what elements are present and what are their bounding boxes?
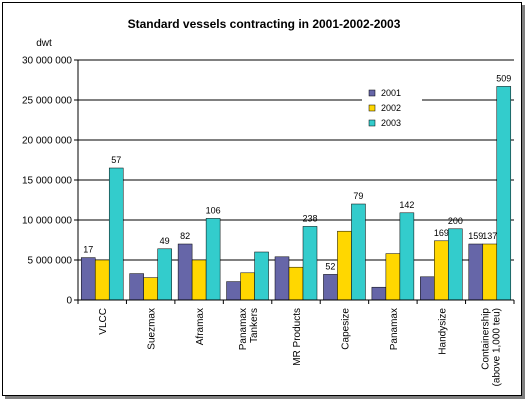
legend-swatch [368,89,376,97]
bar [80,257,96,301]
data-label: 142 [399,200,414,210]
bar [157,248,172,301]
bar [302,226,318,301]
bar [143,277,158,301]
bar [337,230,352,301]
x-tick-label: Containership [480,308,491,370]
legend-label: 2002 [381,103,401,113]
bars [80,86,512,301]
x-tick-label: Suezmax [147,308,158,350]
bar [108,167,124,301]
bar [254,251,269,301]
bar [399,212,415,301]
data-label: 159 [468,231,483,241]
y-axis-label: dwt [36,38,52,49]
x-tick-label: Capesize [340,308,351,350]
gridlines [78,59,514,261]
bar [177,243,193,301]
data-label: 169 [434,228,449,238]
legend-label: 2001 [381,88,401,98]
x-tick-label: Aframax [195,308,206,345]
x-tick-label: VLCC [98,308,109,335]
bar [94,259,110,301]
y-tick-label: 0 [66,296,72,307]
bar [351,203,366,301]
y-tick-label: 20 000 000 [22,136,72,147]
legend-swatch [368,119,376,127]
data-label: 49 [160,236,170,246]
bar [371,286,387,301]
data-label: 137 [482,231,497,241]
y-tick-label: 15 000 000 [22,176,72,187]
bar [205,218,221,301]
bar [420,276,435,301]
bar [385,253,401,301]
bar [288,266,304,301]
y-tick-label: 30 000 000 [22,56,72,67]
bar [323,274,338,301]
data-label: 52 [325,261,335,271]
legend-label: 2003 [381,118,401,128]
bar [434,240,449,301]
bar [226,281,241,301]
data-label: 82 [180,231,190,241]
x-tick-label: Panamax [238,308,249,350]
bar [482,243,498,301]
data-label: 106 [206,205,221,215]
x-tick-label: Panamax [389,308,400,350]
bar [129,273,144,301]
bar [240,272,255,301]
y-tick-label: 5 000 000 [28,256,73,267]
data-label: 238 [302,213,317,223]
data-label: 17 [83,245,93,255]
bar [191,259,207,301]
data-label: 57 [111,155,121,165]
x-tick-label: Tankers [249,308,260,343]
chart-title: Standard vessels contracting in 2001-200… [128,17,401,31]
y-tick-label: 25 000 000 [22,96,72,107]
data-label: 200 [448,216,463,226]
data-label: 79 [353,191,363,201]
bar [448,228,463,301]
data-label: 509 [496,73,511,83]
y-tick-label: 10 000 000 [22,216,72,227]
bar [468,243,484,301]
axes: 0 5 000 000 10 000 000 15 000 000 20 000 000… [22,56,515,386]
legend-swatch [368,104,376,112]
bar [274,256,290,301]
x-tick-label: (above 1,000 teu) [491,308,502,386]
x-tick-label: MR Products [292,308,303,366]
x-tick-label: Handysize [437,308,448,355]
bar [496,86,512,301]
legend: 2001 2002 2003 [362,84,422,130]
